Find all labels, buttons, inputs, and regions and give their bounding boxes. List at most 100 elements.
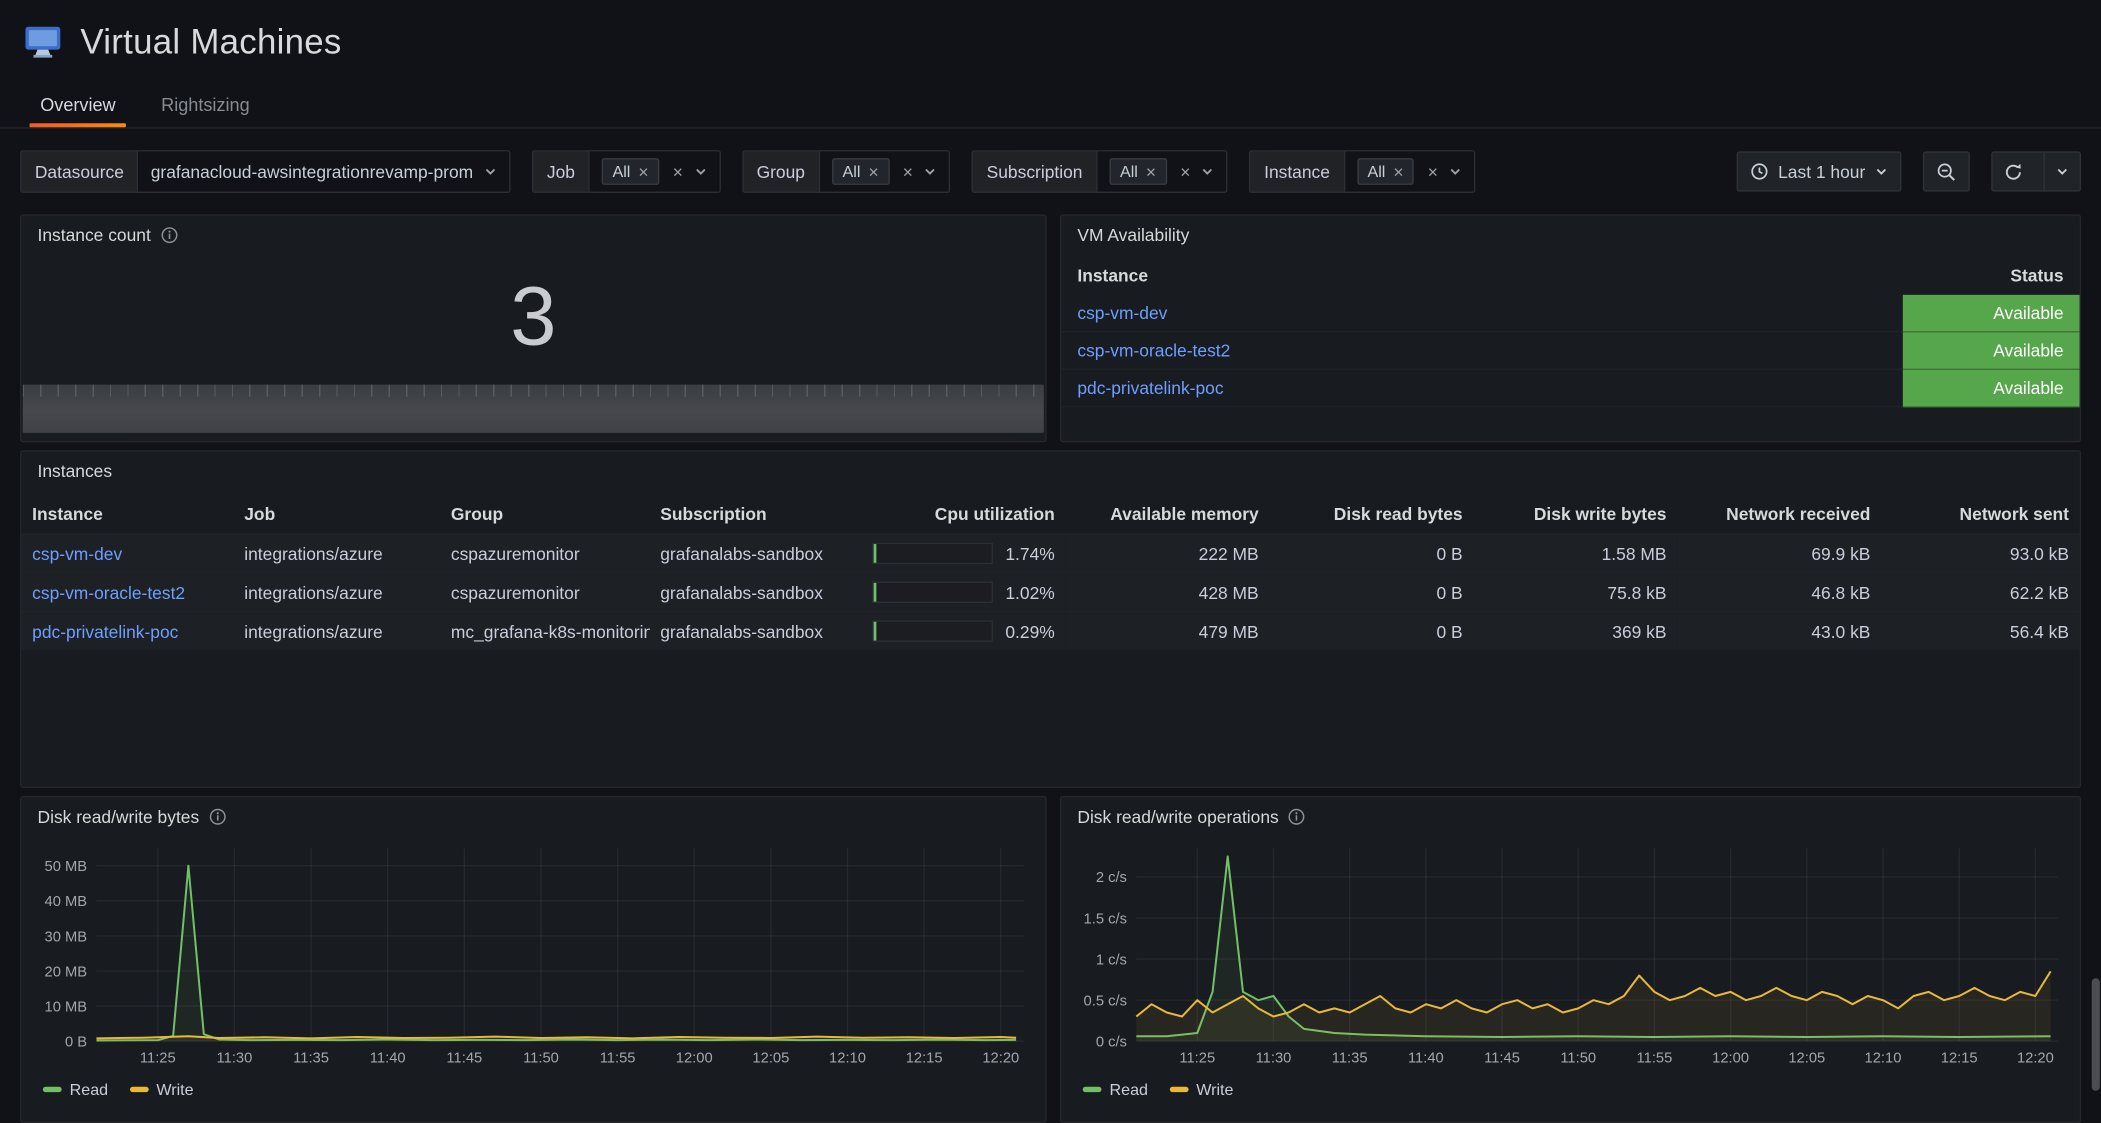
status-badge: Available: [1902, 294, 2080, 333]
clear-values-icon[interactable]: ×: [902, 161, 913, 182]
column-header-disk-read[interactable]: Disk read bytes: [1333, 503, 1463, 524]
column-header-instance[interactable]: Instance: [32, 503, 103, 524]
legend-item-write[interactable]: Write: [1169, 1080, 1233, 1099]
filter-bar: Datasource grafanacloud-awsintegrationre…: [20, 150, 2082, 193]
remove-value-icon[interactable]: ×: [638, 161, 649, 182]
variable-subscription-label: Subscription: [971, 150, 1096, 193]
svg-text:12:05: 12:05: [1788, 1051, 1825, 1067]
panel-instances: Instances Instance Job Group Subscriptio…: [20, 450, 2082, 788]
variable-job-select[interactable]: All × ×: [588, 150, 721, 193]
cell-subscription: grafanalabs-sandbox: [649, 533, 859, 573]
clear-values-icon[interactable]: ×: [672, 161, 683, 182]
column-header-memory[interactable]: Available memory: [1110, 503, 1259, 524]
remove-value-icon[interactable]: ×: [1145, 161, 1157, 182]
cpu-gauge: [872, 620, 994, 642]
column-header-status[interactable]: Status: [2010, 265, 2064, 286]
legend-item-write[interactable]: Write: [129, 1080, 194, 1099]
svg-text:11:50: 11:50: [523, 1051, 559, 1067]
svg-text:30 MB: 30 MB: [45, 929, 88, 945]
table-row: csp-vm-oracle-test2 integrations/azure c…: [21, 572, 2080, 612]
value-pill[interactable]: All ×: [601, 158, 660, 185]
info-icon[interactable]: [160, 226, 177, 244]
panel-disk-operations: Disk read/write operations 11:25 11:30 11:…: [1059, 795, 2082, 1123]
svg-text:50 MB: 50 MB: [45, 859, 88, 875]
cell-net-received: 43.0 kB: [1677, 611, 1882, 650]
datasource-picker: Datasource grafanacloud-awsintegrationre…: [20, 150, 511, 193]
scrollbar-thumb[interactable]: [2091, 978, 2100, 1091]
panel-disk-bytes: Disk read/write bytes 11:25 11:30 11:35 11:…: [20, 795, 1047, 1123]
cell-subscription: grafanalabs-sandbox: [649, 572, 859, 612]
time-series-chart[interactable]: 11:25 11:30 11:35 11:40 11:45 11:50 11:55 12:00…: [1072, 835, 2066, 1071]
chart-legend: Read Write: [1061, 1077, 2079, 1099]
svg-text:40 MB: 40 MB: [45, 894, 88, 910]
cell-net-sent: 93.0 kB: [1881, 533, 2080, 573]
column-header-net-sent[interactable]: Network sent: [1959, 503, 2069, 524]
chevron-down-icon[interactable]: [694, 165, 707, 178]
value-pill[interactable]: All ×: [1109, 158, 1167, 185]
time-range-picker[interactable]: Last 1 hour: [1736, 151, 1902, 192]
table-row: csp-vm-dev Available: [1061, 294, 2080, 333]
instance-link[interactable]: pdc-privatelink-poc: [32, 621, 179, 642]
instance-link[interactable]: csp-vm-dev: [32, 543, 123, 564]
svg-text:11:55: 11:55: [600, 1051, 636, 1067]
datasource-select[interactable]: grafanacloud-awsintegrationrevamp-prom: [137, 150, 511, 193]
svg-text:11:45: 11:45: [446, 1051, 482, 1067]
time-series-chart[interactable]: 11:25 11:30 11:35 11:40 11:45 11:50 11:55 12:00…: [32, 835, 1032, 1071]
datasource-value: grafanacloud-awsintegrationrevamp-prom: [150, 161, 474, 182]
svg-text:20 MB: 20 MB: [45, 964, 88, 980]
instance-link[interactable]: pdc-privatelink-poc: [1077, 377, 1224, 398]
svg-text:1.5 c/s: 1.5 c/s: [1084, 911, 1127, 927]
chevron-down-icon: [484, 165, 497, 178]
info-icon[interactable]: [1288, 808, 1305, 825]
variable-instance-select[interactable]: All × ×: [1343, 150, 1476, 193]
column-header-cpu[interactable]: Cpu utilization: [934, 503, 1055, 524]
legend-item-read[interactable]: Read: [1082, 1080, 1148, 1099]
remove-value-icon[interactable]: ×: [1393, 161, 1404, 182]
chevron-down-icon[interactable]: [924, 165, 937, 178]
value-pill-label: All: [842, 162, 861, 181]
instance-link[interactable]: csp-vm-dev: [1077, 302, 1168, 323]
svg-text:11:35: 11:35: [1332, 1051, 1368, 1067]
column-header-instance[interactable]: Instance: [1077, 265, 1149, 286]
info-icon[interactable]: [209, 808, 226, 825]
column-header-job[interactable]: Job: [244, 503, 276, 524]
svg-text:12:00: 12:00: [1712, 1051, 1749, 1067]
svg-text:1 c/s: 1 c/s: [1096, 952, 1127, 968]
chevron-down-icon[interactable]: [1201, 165, 1214, 178]
tab-bar: Overview Rightsizing: [0, 83, 2101, 129]
svg-text:0 B: 0 B: [65, 1035, 87, 1051]
zoom-out-button[interactable]: [1922, 151, 1970, 192]
svg-text:12:05: 12:05: [752, 1051, 789, 1067]
tab-overview[interactable]: Overview: [29, 83, 127, 128]
clear-values-icon[interactable]: ×: [1180, 161, 1191, 182]
variable-group-select[interactable]: All × ×: [818, 150, 951, 193]
value-pill[interactable]: All ×: [831, 158, 890, 185]
remove-value-icon[interactable]: ×: [868, 161, 879, 182]
table-row: pdc-privatelink-poc integrations/azure m…: [21, 611, 2080, 650]
variable-job-label: Job: [532, 150, 589, 193]
svg-text:12:00: 12:00: [676, 1051, 713, 1067]
column-header-group[interactable]: Group: [450, 503, 504, 524]
column-header-disk-write[interactable]: Disk write bytes: [1533, 503, 1667, 524]
svg-text:12:20: 12:20: [2017, 1051, 2054, 1067]
instance-link[interactable]: csp-vm-oracle-test2: [32, 582, 186, 603]
variable-subscription-select[interactable]: All × ×: [1095, 150, 1228, 193]
cell-net-received: 46.8 kB: [1677, 572, 1882, 612]
legend-item-read[interactable]: Read: [42, 1080, 108, 1099]
cell-disk-write: 75.8 kB: [1473, 572, 1678, 612]
column-header-subscription[interactable]: Subscription: [660, 503, 767, 524]
instance-link[interactable]: csp-vm-oracle-test2: [1077, 340, 1231, 361]
cell-subscription: grafanalabs-sandbox: [649, 611, 859, 650]
refresh-icon[interactable]: [1993, 153, 2035, 191]
refresh-interval-dropdown[interactable]: [2043, 152, 2080, 191]
column-header-net-received[interactable]: Network received: [1726, 503, 1871, 524]
tab-rightsizing[interactable]: Rightsizing: [161, 95, 250, 116]
cell-job: integrations/azure: [233, 611, 441, 650]
panel-title: Disk read/write operations: [1077, 806, 1279, 827]
refresh-button[interactable]: [1991, 151, 2082, 192]
cell-disk-write: 1.58 MB: [1473, 533, 1678, 573]
svg-text:11:40: 11:40: [1408, 1051, 1444, 1067]
chevron-down-icon[interactable]: [1449, 165, 1462, 178]
value-pill[interactable]: All ×: [1356, 158, 1415, 185]
clear-values-icon[interactable]: ×: [1427, 161, 1438, 182]
